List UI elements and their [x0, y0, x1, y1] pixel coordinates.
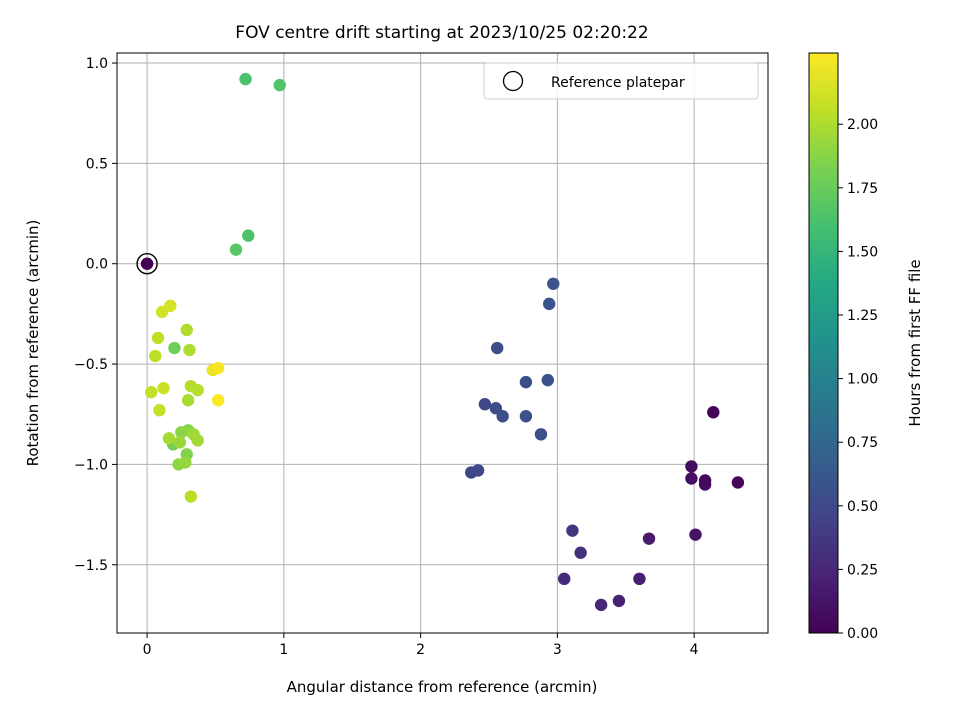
scatter-point — [574, 546, 587, 559]
scatter-point — [612, 594, 626, 608]
colorbar-tick-label: 0.75 — [847, 435, 878, 451]
colorbar-label: Hours from first FF file — [906, 259, 924, 426]
legend-label: Reference platepar — [551, 75, 685, 91]
scatter-point — [229, 243, 243, 256]
scatter-point — [151, 331, 165, 345]
scatter-point — [153, 404, 166, 417]
scatter-point — [685, 460, 698, 473]
scatter-point — [181, 393, 195, 407]
x-axis-label: Angular distance from reference (arcmin) — [287, 678, 598, 696]
y-axis-ticks: −1.5 −1.0 −0.5 0.0 0.5 1.0 — [74, 56, 117, 574]
legend-reference-marker — [502, 70, 524, 92]
y-tick-label: −1.5 — [74, 558, 108, 574]
scatter-point — [157, 381, 170, 395]
data-points — [140, 72, 745, 612]
grid-lines — [117, 53, 768, 633]
scatter-point — [183, 343, 196, 357]
colorbar-ticks: 0.00 0.25 0.50 0.75 1.00 1.25 1.50 1.75 2.00 — [838, 117, 878, 642]
scatter-point — [140, 257, 154, 270]
scatter-point — [731, 476, 745, 489]
scatter-point — [689, 528, 702, 541]
scatter-point — [164, 299, 177, 313]
colorbar-tick-label: 0.00 — [847, 626, 878, 642]
y-axis-label: Rotation from reference (arcmin) — [24, 220, 42, 467]
y-tick-label: 0.5 — [86, 156, 108, 172]
plot-frame — [116, 52, 769, 634]
y-tick-label: 0.0 — [86, 257, 108, 273]
scatter-point — [496, 410, 509, 423]
scatter-point — [491, 341, 504, 355]
legend-box — [483, 62, 759, 100]
x-tick-label: 3 — [553, 642, 562, 658]
scatter-point — [162, 432, 176, 445]
scatter-point — [179, 456, 192, 469]
scatter-point — [173, 436, 187, 449]
colorbar-tick-label: 0.25 — [847, 562, 878, 578]
scatter-point — [558, 572, 571, 586]
colorbar-tick-label: 1.25 — [847, 308, 878, 324]
scatter-point — [594, 598, 608, 612]
scatter-point — [144, 385, 158, 399]
colorbar-tick-label: 1.50 — [847, 244, 878, 260]
scatter-point — [642, 532, 656, 545]
x-tick-label: 4 — [690, 642, 699, 658]
y-tick-label: −0.5 — [74, 357, 108, 373]
colorbar-tick-label: 1.75 — [847, 181, 878, 197]
y-tick-label: 1.0 — [86, 56, 108, 72]
scatter-point — [542, 297, 556, 311]
scatter-point — [212, 361, 225, 375]
x-tick-label: 1 — [279, 642, 288, 658]
colorbar-tick-label: 1.00 — [847, 372, 878, 388]
scatter-point — [698, 478, 712, 491]
x-tick-label: 0 — [143, 642, 152, 658]
colorbar-gradient — [808, 52, 839, 634]
reference-marker — [136, 253, 158, 275]
scatter-point — [191, 434, 204, 447]
reference-platepar-marker — [136, 253, 158, 275]
scatter-point — [471, 464, 485, 477]
scatter-point — [184, 490, 198, 503]
legend: Reference platepar — [483, 62, 759, 100]
scatter-point — [478, 398, 492, 411]
scatter-point — [519, 375, 533, 389]
scatter-point — [273, 78, 286, 92]
x-tick-label: 2 — [416, 642, 425, 658]
scatter-point — [534, 428, 548, 441]
chart-title: FOV centre drift starting at 2023/10/25 … — [235, 23, 648, 43]
y-tick-label: −1.0 — [74, 457, 108, 473]
scatter-point — [191, 383, 204, 397]
x-axis-ticks: 0 1 2 3 4 — [143, 633, 699, 658]
scatter-point — [685, 472, 698, 485]
scatter-point — [633, 572, 646, 586]
colorbar-tick-label: 2.00 — [847, 117, 878, 133]
scatter-point — [168, 341, 181, 355]
scatter-point — [212, 393, 225, 407]
scatter-point — [541, 373, 555, 387]
scatter-point — [180, 323, 193, 337]
colorbar-tick-label: 0.50 — [847, 499, 878, 515]
scatter-point — [175, 426, 188, 439]
colorbar: 0.00 0.25 0.50 0.75 1.00 1.25 1.50 1.75 2.00 Hou… — [808, 52, 924, 642]
scatter-point — [566, 524, 579, 537]
scatter-point — [242, 229, 255, 242]
scatter-point — [547, 277, 560, 290]
scatter-point — [239, 72, 252, 86]
scatter-point — [707, 406, 720, 419]
scatter-point — [149, 349, 162, 363]
scatter-point — [519, 410, 533, 423]
